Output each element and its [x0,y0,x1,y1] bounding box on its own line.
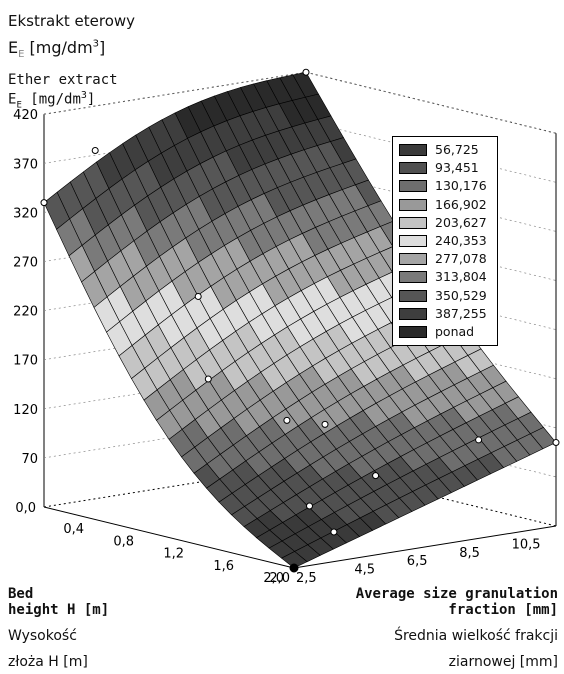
legend-label: 166,902 [435,197,497,212]
x-tick-label: 2,0 [269,571,290,586]
yaxis-pl-line1: Średnia wielkość frakcji [394,628,558,644]
legend-swatch [399,253,427,265]
y-tick-label: 2,5 [296,571,317,586]
legend-label: 350,529 [435,288,497,303]
legend-swatch [399,326,427,338]
data-point [205,376,211,382]
z-tick-label: 70 [21,452,38,467]
x-tick-label: 1,2 [163,547,184,562]
data-point [41,200,47,206]
legend-label: 313,804 [435,269,497,284]
z-tick-label: 320 [13,206,38,221]
x-tick-label: 0,4 [63,522,84,537]
y-tick-label: 10,5 [512,537,541,552]
z-tick-label: 420 [13,108,38,123]
z-tick-label: 370 [13,157,38,172]
legend-entry: 313,804 [399,270,495,284]
data-point [92,148,98,154]
legend-swatch [399,144,427,156]
legend-label: 56,725 [435,142,497,157]
legend-entry: 130,176 [399,179,495,193]
data-point [307,503,313,509]
title-pl-line2: EE [mg/dm3] [8,38,105,60]
legend-entry: 277,078 [399,252,495,266]
legend-entry: 387,255 [399,307,495,321]
legend-entry: 56,725 [399,143,495,157]
legend-entry: 203,627 [399,216,495,230]
yaxis-en-line2: fraction [mm] [448,602,558,618]
data-point [373,473,379,479]
legend-entry: ponad [399,325,495,339]
xaxis-en-line2: height H [m] [8,602,109,618]
top-back-right [306,72,556,133]
title-pl-line1: Ekstrakt eterowy [8,12,135,30]
legend-swatch [399,199,427,211]
legend-entry: 240,353 [399,234,495,248]
legend-swatch [399,162,427,174]
data-point [195,293,201,299]
z-tick-label: 120 [13,403,38,418]
legend-swatch [399,290,427,302]
legend: 56,725 93,451 130,176 166,902 203,627 240,353… [392,136,498,346]
data-point [284,417,290,423]
xaxis-pl-line1: Wysokość [8,628,77,644]
z-tick-label: 170 [13,354,38,369]
xaxis-pl-line2: złoża H [m] [8,654,88,670]
legend-entry: 166,902 [399,198,495,212]
data-point [553,440,559,446]
legend-label: 93,451 [435,160,497,175]
legend-swatch [399,308,427,320]
legend-label: 203,627 [435,215,497,230]
data-point [331,529,337,535]
xaxis-en-line1: Bed [8,586,33,602]
legend-label: 387,255 [435,306,497,321]
legend-label: 240,353 [435,233,497,248]
legend-label: 277,078 [435,251,497,266]
legend-swatch [399,271,427,283]
legend-entry: 93,451 [399,161,495,175]
x-tick-label: 0,8 [113,534,134,549]
title-en-line1: Ether extract [8,72,118,88]
z-tick-label: 270 [13,256,38,271]
legend-entry: 350,529 [399,289,495,303]
y-tick-label: 6,5 [407,554,428,569]
yaxis-en-line1: Average size granulation [356,586,558,602]
legend-label: ponad [435,324,497,339]
title-en-line2: EE [mg/dm3] [8,90,95,110]
z-tick-label: 0,0 [15,501,36,516]
y-tick-label: 4,5 [354,563,375,578]
data-point [322,421,328,427]
z-tick-label: 220 [13,305,38,320]
legend-swatch [399,180,427,192]
legend-label: 130,176 [435,178,497,193]
legend-swatch [399,217,427,229]
data-point [476,437,482,443]
y-tick-label: 8,5 [459,546,480,561]
x-tick-label: 1,6 [213,559,234,574]
yaxis-pl-line2: ziarnowej [mm] [449,654,558,670]
legend-swatch [399,235,427,247]
data-point [303,69,309,75]
